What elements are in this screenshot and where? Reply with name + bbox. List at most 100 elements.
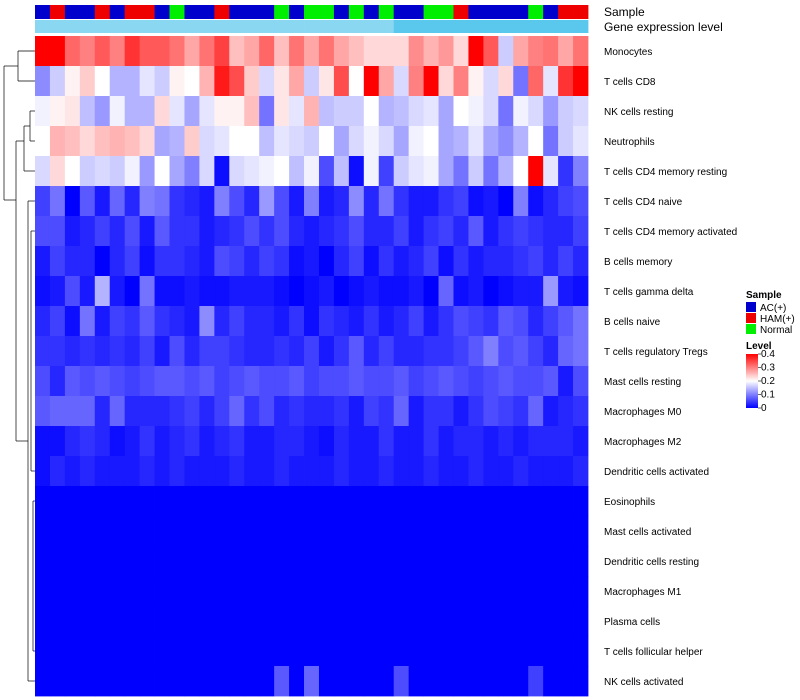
heatmap-cell: [528, 486, 544, 517]
heatmap-cell: [528, 456, 544, 487]
heatmap-cell: [363, 426, 380, 457]
heatmap-cell: [184, 486, 200, 517]
heatmap-cell: [393, 186, 410, 217]
heatmap-cell: [259, 156, 275, 187]
heatmap-cell: [184, 336, 200, 367]
heatmap-cell: [259, 546, 275, 577]
heatmap-cell: [259, 306, 275, 337]
heatmap-cell: [214, 336, 230, 367]
heatmap-cell: [259, 456, 275, 487]
heatmap-cell: [423, 486, 439, 517]
heatmap-cell: [304, 306, 320, 337]
heatmap-cell: [528, 666, 544, 697]
heatmap-cell: [558, 366, 574, 397]
heatmap-cell: [468, 366, 484, 397]
heatmap-cell: [184, 456, 200, 487]
sample-cell: [94, 5, 111, 19]
heatmap-cell: [79, 246, 96, 277]
sample-cell: [438, 5, 454, 19]
heatmap-cell: [229, 336, 245, 367]
heatmap-cell: [333, 366, 350, 397]
expression-cell: [49, 20, 66, 33]
heatmap-cell: [483, 306, 499, 337]
heatmap-cell: [573, 426, 589, 457]
sample-cell: [229, 5, 245, 19]
heatmap-cell: [94, 216, 111, 247]
heatmap-cell: [423, 366, 439, 397]
heatmap-cell: [139, 576, 155, 607]
heatmap-cell: [363, 516, 380, 547]
heatmap-cell: [94, 576, 111, 607]
heatmap-cell: [528, 96, 544, 127]
heatmap-cell: [199, 606, 215, 637]
heatmap-cell: [94, 396, 111, 427]
heatmap-cell: [483, 66, 499, 97]
heatmap-cell: [274, 186, 290, 217]
heatmap-cell: [558, 636, 574, 667]
heatmap-cell: [498, 36, 514, 67]
row-labels: Monocytes T cells CD8 NK cells resting Neut…: [604, 47, 737, 688]
heatmap-cell: [139, 666, 155, 697]
heatmap-cell: [348, 486, 365, 517]
heatmap-cell: [169, 246, 185, 277]
heatmap-cell: [274, 606, 290, 637]
heatmap-cell: [184, 306, 200, 337]
heatmap-cell: [35, 126, 51, 157]
heatmap-cell: [408, 246, 424, 277]
heatmap-cell: [154, 156, 170, 187]
heatmap-cell: [289, 66, 305, 97]
heatmap-cell: [109, 96, 126, 127]
heatmap-cell: [274, 576, 290, 607]
heatmap-cell: [528, 276, 544, 307]
heatmap-cell: [154, 336, 170, 367]
heatmap-cell: [333, 576, 350, 607]
heatmap-cell: [184, 396, 200, 427]
heatmap-cell: [543, 516, 559, 547]
heatmap-cell: [453, 126, 469, 157]
heatmap-cell: [468, 36, 484, 67]
heatmap-cell: [199, 486, 215, 517]
heatmap-cell: [528, 396, 544, 427]
heatmap-cell: [558, 66, 574, 97]
heatmap-cell: [124, 606, 141, 637]
heatmap-cell: [49, 576, 66, 607]
row-label: Macrophages M0: [604, 407, 682, 418]
heatmap-cell: [453, 636, 469, 667]
heatmap-cell: [274, 636, 290, 667]
heatmap-cell: [304, 156, 320, 187]
heatmap-cell: [109, 276, 126, 307]
heatmap-cell: [79, 336, 96, 367]
heatmap-cell: [109, 156, 126, 187]
heatmap-cell: [453, 216, 469, 247]
heatmap-cell: [109, 246, 126, 277]
heatmap-cell: [513, 186, 529, 217]
heatmap-cell: [109, 336, 126, 367]
heatmap-cell: [35, 456, 51, 487]
heatmap-cell: [154, 306, 170, 337]
row-label: T cells follicular helper: [604, 647, 703, 658]
annotation-label-expression: Gene expression level: [604, 20, 723, 34]
heatmap-cell: [304, 516, 320, 547]
heatmap-cell: [378, 306, 395, 337]
heatmap-cell: [453, 546, 469, 577]
heatmap-cell: [573, 666, 589, 697]
heatmap-cell: [438, 216, 454, 247]
heatmap-cell: [35, 606, 51, 637]
heatmap-cell: [274, 126, 290, 157]
heatmap-cell: [408, 606, 424, 637]
heatmap-cell: [304, 576, 320, 607]
heatmap-cell: [169, 156, 185, 187]
heatmap-cell: [124, 636, 141, 667]
heatmap-cell: [513, 426, 529, 457]
heatmap-cell: [214, 126, 230, 157]
heatmap-cell: [498, 456, 514, 487]
heatmap-cell: [64, 546, 81, 577]
heatmap-cell: [35, 276, 51, 307]
heatmap-cell: [124, 186, 141, 217]
heatmap-cell: [64, 126, 81, 157]
heatmap-cell: [154, 516, 170, 547]
heatmap-cell: [259, 216, 275, 247]
heatmap-cell: [438, 426, 454, 457]
sample-cell: [304, 5, 320, 19]
